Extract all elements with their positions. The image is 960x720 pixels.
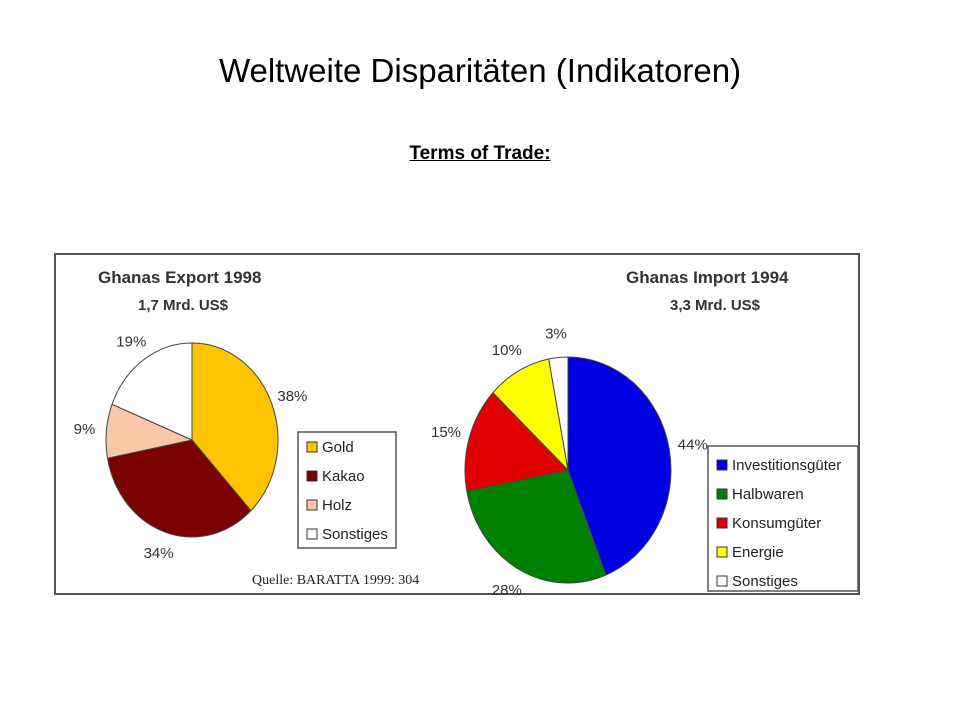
import-slice-energie bbox=[492, 358, 569, 472]
import-label-halbwaren: 28% bbox=[492, 582, 522, 597]
import-slice-konsumguter bbox=[464, 391, 569, 492]
import-legend-swatch-energie bbox=[716, 546, 728, 558]
import-label-sonstiges: 3% bbox=[545, 326, 567, 343]
import-label-konsumguter: 15% bbox=[431, 424, 461, 441]
export-legend-label-gold: Gold bbox=[322, 439, 354, 456]
chart-svg: Ghanas Export 1998 1,7 Mrd. US$ Ghanas I… bbox=[74, 268, 859, 597]
import-legend-box bbox=[707, 445, 859, 592]
export-slice-gold bbox=[191, 342, 279, 512]
import-label-energie: 10% bbox=[492, 342, 522, 359]
import-label-investitionsguter: 44% bbox=[678, 436, 708, 453]
import-chart-subtitle: 3,3 Mrd. US$ bbox=[670, 297, 761, 314]
slide-title: Weltweite Disparitäten (Indikatoren) bbox=[218, 52, 742, 89]
import-legend-label-investitionsguter: Investitionsgüter bbox=[732, 457, 841, 474]
export-legend-swatch-holz bbox=[306, 499, 318, 511]
import-legend-label-energie: Energie bbox=[732, 544, 784, 561]
import-slice-halbwaren bbox=[466, 469, 607, 584]
import-chart-title: Ghanas Import 1994 bbox=[626, 268, 789, 287]
import-slice-sonstiges bbox=[548, 356, 569, 471]
import-pie: 44% 28% 15% 10% 3% bbox=[431, 326, 708, 597]
chart-figure: Ghanas Export 1998 1,7 Mrd. US$ Ghanas I… bbox=[54, 253, 860, 597]
export-legend-swatch-gold bbox=[306, 441, 318, 453]
export-legend-swatch-kakao bbox=[306, 470, 318, 482]
export-legend-label-holz: Holz bbox=[322, 497, 352, 514]
import-legend-swatch-konsumguter bbox=[716, 517, 728, 529]
import-legend-label-halbwaren: Halbwaren bbox=[732, 486, 804, 503]
export-legend-label-sonstiges: Sonstiges bbox=[322, 526, 388, 543]
export-label-holz: 9% bbox=[74, 421, 96, 438]
export-slice-sonstiges bbox=[111, 342, 193, 441]
export-label-gold: 38% bbox=[277, 388, 307, 405]
export-legend-label-kakao: Kakao bbox=[322, 468, 365, 485]
import-legend-swatch-sonstiges bbox=[716, 575, 728, 587]
import-legend-swatch-halbwaren bbox=[716, 488, 728, 500]
export-pie: 38% 34% 9% 19% bbox=[74, 334, 308, 563]
import-legend: Investitionsgüter Halbwaren Konsumgüter Ene… bbox=[707, 445, 859, 592]
import-legend-swatch-investitionsguter bbox=[716, 459, 728, 471]
export-legend: Gold Kakao Holz Sonstiges bbox=[297, 431, 397, 549]
import-legend-label-konsumguter: Konsumgüter bbox=[732, 515, 821, 532]
import-legend-label-sonstiges: Sonstiges bbox=[732, 573, 798, 590]
slide-subtitle: Terms of Trade: bbox=[409, 143, 551, 164]
export-label-kakao: 34% bbox=[144, 545, 174, 562]
export-legend-swatch-sonstiges bbox=[306, 528, 318, 540]
export-label-sonstiges: 19% bbox=[116, 334, 146, 351]
source-note: Quelle: BARATTA 1999: 304 bbox=[252, 573, 419, 588]
export-chart-title: Ghanas Export 1998 bbox=[98, 268, 261, 287]
export-slice-kakao bbox=[106, 439, 252, 538]
export-chart-subtitle: 1,7 Mrd. US$ bbox=[138, 297, 229, 314]
import-slice-investitionsguter bbox=[567, 356, 672, 576]
